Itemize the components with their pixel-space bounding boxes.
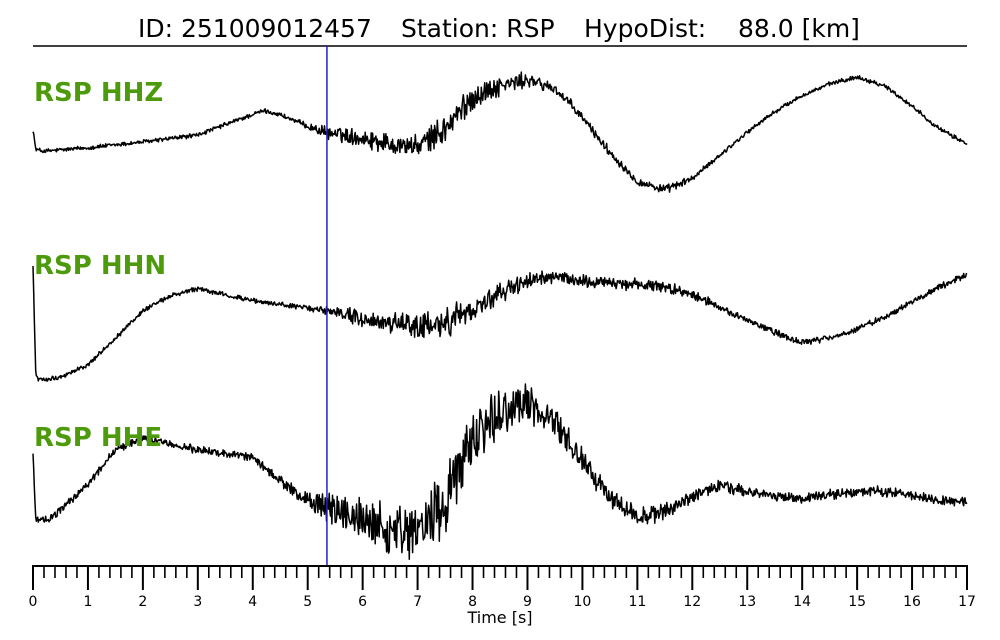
x-tick-label: 10 — [573, 594, 591, 610]
x-tick-label: 11 — [628, 594, 646, 610]
x-tick-label: 12 — [683, 594, 701, 610]
x-tick-label: 16 — [903, 594, 921, 610]
x-tick-label: 5 — [303, 594, 312, 610]
hypodist-text: HypoDist: 88.0 [km] — [584, 14, 860, 43]
trace-labels-group: RSP HHZ RSP HHN RSP HHE — [34, 78, 166, 453]
traces-group — [32, 71, 968, 561]
x-tick-label: 17 — [958, 594, 976, 610]
x-tick-label: 6 — [358, 594, 367, 610]
event-id-text: ID: 251009012457 — [138, 14, 372, 43]
waveform-trace-rsp-hhn — [32, 265, 968, 382]
x-tick-label: 14 — [793, 594, 811, 610]
time-axis: 0 1 2 3 4 5 6 7 8 9 10 11 12 13 14 15 16 17 — [29, 565, 976, 610]
x-tick-label: 1 — [83, 594, 92, 610]
waveform-trace-rsp-hhe — [32, 383, 968, 561]
x-axis-label: Time [s] — [466, 608, 532, 627]
station-text: Station: RSP — [401, 14, 555, 43]
x-tick-label: 4 — [248, 594, 257, 610]
trace-label: RSP HHN — [34, 251, 166, 281]
x-tick-label: 15 — [848, 594, 866, 610]
x-tick-label: 2 — [138, 594, 147, 610]
x-tick-label: 13 — [738, 594, 756, 610]
x-tick-label: 9 — [523, 594, 532, 610]
x-tick-label: 7 — [413, 594, 422, 610]
x-tick-label: 8 — [468, 594, 477, 610]
x-tick-label: 3 — [193, 594, 202, 610]
waveform-trace-rsp-hhz — [32, 71, 968, 193]
x-tick-label: 0 — [29, 594, 38, 610]
trace-label: RSP HHE — [34, 423, 162, 453]
trace-label: RSP HHZ — [34, 78, 163, 108]
